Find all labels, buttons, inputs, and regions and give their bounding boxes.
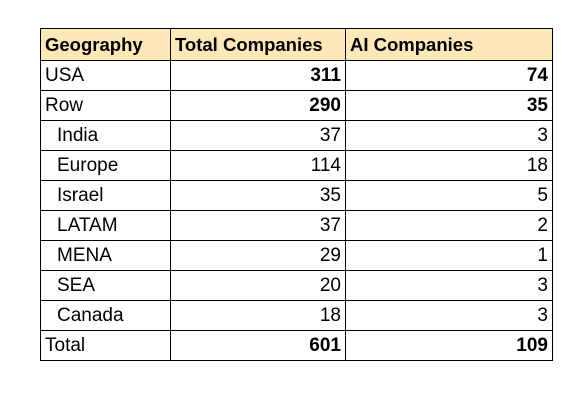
ai-companies-cell: 3 [345, 120, 553, 151]
ai-companies-cell: 3 [345, 300, 553, 331]
total-companies-cell: 290 [170, 90, 346, 121]
table-row: Row 290 35 [40, 90, 553, 121]
table-row-total: Total 601 109 [40, 330, 553, 361]
geography-companies-table: Geography Total Companies AI Companies U… [40, 28, 553, 361]
ai-companies-cell: 35 [345, 90, 553, 121]
header-ai-companies: AI Companies [345, 28, 553, 61]
geography-cell: Israel [40, 180, 171, 211]
table-row: SEA 20 3 [40, 270, 553, 301]
table-row: Europe 114 18 [40, 150, 553, 181]
geography-cell: LATAM [40, 210, 171, 241]
total-companies-cell: 311 [170, 60, 346, 91]
geography-cell: USA [40, 60, 171, 91]
table-row: MENA 29 1 [40, 240, 553, 271]
table-row: USA 311 74 [40, 60, 553, 91]
geography-cell: Row [40, 90, 171, 121]
ai-companies-cell: 18 [345, 150, 553, 181]
geography-cell: Total [40, 330, 171, 361]
ai-companies-cell: 5 [345, 180, 553, 211]
geography-cell: Canada [40, 300, 171, 331]
table-header: Geography Total Companies AI Companies [40, 28, 553, 61]
table-row: India 37 3 [40, 120, 553, 151]
total-companies-cell: 37 [170, 120, 346, 151]
total-companies-cell: 114 [170, 150, 346, 181]
total-companies-cell: 18 [170, 300, 346, 331]
geography-cell: India [40, 120, 171, 151]
header-row: Geography Total Companies AI Companies [40, 28, 553, 61]
table-row: Israel 35 5 [40, 180, 553, 211]
header-total-companies: Total Companies [170, 28, 346, 61]
total-companies-cell: 29 [170, 240, 346, 271]
geography-cell: MENA [40, 240, 171, 271]
ai-companies-cell: 3 [345, 270, 553, 301]
header-geography: Geography [40, 28, 171, 61]
total-companies-cell: 20 [170, 270, 346, 301]
total-companies-cell: 35 [170, 180, 346, 211]
ai-companies-cell: 74 [345, 60, 553, 91]
table-row: Canada 18 3 [40, 300, 553, 331]
ai-companies-cell: 109 [345, 330, 553, 361]
total-companies-cell: 601 [170, 330, 346, 361]
geography-cell: SEA [40, 270, 171, 301]
geography-cell: Europe [40, 150, 171, 181]
total-companies-cell: 37 [170, 210, 346, 241]
ai-companies-cell: 2 [345, 210, 553, 241]
table-row: LATAM 37 2 [40, 210, 553, 241]
table-body: USA 311 74 Row 290 35 India 37 3 Europe … [40, 60, 553, 361]
ai-companies-cell: 1 [345, 240, 553, 271]
